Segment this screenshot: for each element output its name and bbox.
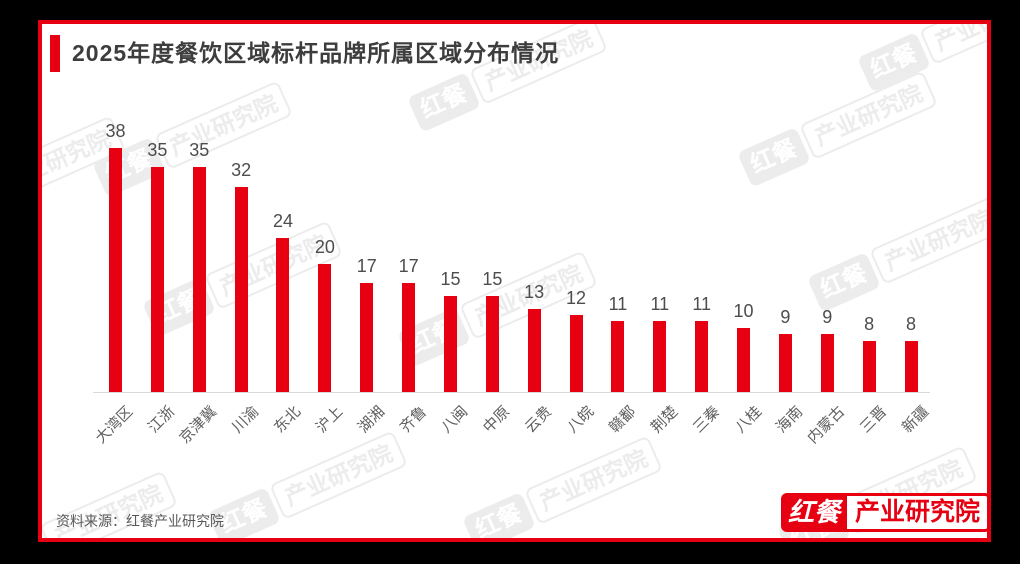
bar-value-label: 32 [231, 160, 252, 180]
bar-value-label: 11 [608, 294, 628, 314]
bar-value-label: 11 [650, 294, 670, 314]
bar [904, 341, 918, 392]
bar [150, 167, 164, 392]
bar [778, 334, 792, 392]
bar-value-label: 9 [822, 307, 833, 327]
bar [485, 296, 499, 392]
bar [569, 315, 583, 392]
bar [820, 334, 834, 392]
page-title: 2025年度餐饮区域标杆品牌所属区域分布情况 [72, 40, 560, 66]
bar [527, 309, 541, 392]
bar-value-label: 13 [524, 282, 545, 302]
bar-chart: 38 大湾区 35 江浙 35 京津冀 32 川渝 24 东北 20 沪上 17 湖湘 17 齐鲁 15 八闽 15… [92, 121, 933, 447]
bar-value-label: 15 [482, 269, 503, 289]
source-note: 资料来源：红餐产业研究院 [56, 513, 224, 529]
bar-value-label: 17 [356, 256, 377, 276]
bar-value-label: 8 [906, 314, 917, 334]
bar [402, 283, 416, 392]
bar [862, 341, 876, 392]
x-axis-line [93, 392, 930, 393]
brand-logo-mark: 红餐 [781, 493, 848, 532]
bar-value-label: 15 [440, 269, 461, 289]
bar-value-label: 17 [398, 256, 419, 276]
bar-value-label: 35 [147, 140, 168, 160]
bar-value-label: 20 [314, 237, 335, 257]
bar-value-label: 24 [272, 211, 293, 231]
brand-logo: 红餐 产业研究院 [781, 493, 987, 532]
brand-logo-wordmark: 产业研究院 [847, 493, 987, 532]
bar-value-label: 35 [189, 140, 210, 160]
chart-card: 红餐产业研究院红餐产业研究院红餐产业研究院红餐产业研究院红餐产业研究院红餐产业研… [38, 20, 991, 542]
bar-value-label: 10 [733, 301, 754, 321]
title-accent-bar [50, 35, 60, 72]
bar [192, 167, 206, 392]
bar [695, 321, 709, 392]
bar-value-label: 8 [864, 314, 875, 334]
bar-value-label: 38 [105, 121, 126, 141]
bar [276, 238, 290, 392]
bar [109, 148, 122, 392]
bar-value-label: 11 [692, 294, 712, 314]
bar [611, 321, 625, 392]
bar [737, 328, 751, 392]
bar [234, 187, 248, 392]
bar [360, 283, 374, 392]
bar-value-label: 9 [780, 307, 791, 327]
bar [318, 264, 332, 392]
bar-value-label: 12 [566, 288, 587, 308]
bar [443, 296, 457, 392]
bar [653, 321, 667, 392]
